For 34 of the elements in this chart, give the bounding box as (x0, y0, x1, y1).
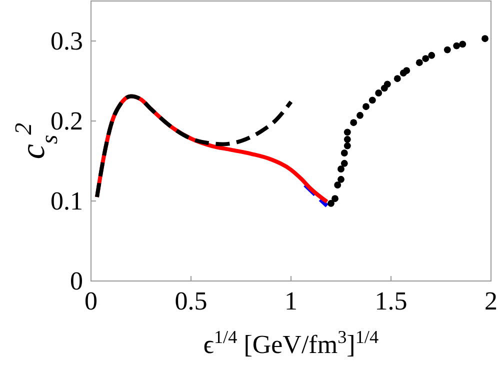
point (344, 136, 351, 143)
x-tick-label: 2 (484, 286, 498, 316)
point (356, 112, 364, 119)
point (444, 46, 451, 54)
x-tick-label: 0.5 (174, 286, 208, 316)
point (459, 40, 466, 48)
point (340, 150, 348, 156)
point (350, 119, 358, 126)
point (394, 75, 401, 82)
point (368, 96, 376, 104)
line-series (95, 94, 293, 199)
point (338, 166, 344, 172)
point (482, 35, 488, 42)
point (338, 176, 344, 183)
x-tick-label: 1.5 (374, 286, 408, 316)
point (332, 195, 338, 202)
point (362, 103, 370, 110)
point (416, 59, 423, 66)
y-tick-label: 0.3 (50, 26, 83, 56)
point (403, 67, 410, 74)
point (344, 142, 351, 150)
point (340, 160, 348, 167)
x-axis-title: ϵ$^{1/4}$ [GeV/fm$^{3}$]$^{1/4}$ (203, 327, 379, 359)
point (453, 42, 460, 50)
point (334, 182, 342, 188)
point (384, 80, 391, 88)
point (375, 90, 382, 96)
point (422, 55, 430, 62)
point (344, 128, 351, 136)
x-tick-label: 1 (284, 286, 298, 316)
point (328, 200, 334, 207)
point (428, 52, 436, 59)
y-tick-label: 0.1 (50, 186, 83, 216)
y-tick-label: 0 (70, 266, 83, 296)
